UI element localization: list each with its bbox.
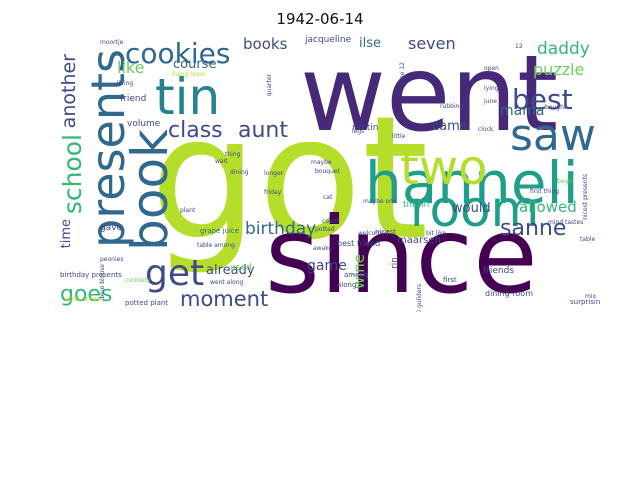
word-cloud-word: quarter: [266, 74, 273, 97]
word-cloud-word: used: [230, 263, 252, 273]
word-cloud-word: get: [145, 253, 205, 294]
word-cloud-word: nicest presents: [582, 174, 589, 220]
word-cloud-word: 12: [515, 43, 523, 50]
word-cloud-word: mama: [500, 103, 545, 119]
word-cloud-word: awake: [313, 245, 333, 252]
word-cloud-word: begin: [557, 178, 574, 185]
word-cloud-word: room: [410, 180, 540, 238]
word-cloud-word: rin: [390, 257, 400, 269]
word-cloud-word: grape juice: [200, 227, 240, 235]
word-cloud-word: june: [484, 98, 497, 105]
word-cloud-word: ilse: [359, 36, 381, 51]
word-cloud-word: nicest: [375, 228, 396, 236]
word-cloud-word: rubbing: [440, 103, 464, 110]
word-cloud-word: went along: [210, 279, 244, 286]
word-cloud-word: jacqueline: [305, 35, 352, 45]
word-cloud-word: cold cream: [65, 295, 104, 303]
word-cloud-word: legs: [352, 128, 365, 135]
word-cloud-word: open: [484, 65, 499, 72]
word-cloud-word: thing: [225, 151, 241, 158]
word-cloud-word: peonies: [100, 256, 124, 263]
word-cloud-word: puzzle: [533, 60, 585, 79]
word-cloud-word: books: [243, 35, 288, 53]
word-cloud-word: mind tastes: [548, 219, 584, 226]
word-cloud-word: count: [322, 218, 339, 225]
word-cloud-word: birthday presents: [60, 271, 122, 279]
word-cloud-word: among: [344, 271, 369, 279]
word-cloud-word: clock: [478, 126, 494, 133]
word-cloud-word: living room: [172, 71, 206, 78]
word-cloud-word: table among: [197, 242, 235, 249]
word-cloud-word: dining room: [485, 289, 533, 298]
word-cloud-word: game: [307, 258, 347, 274]
word-cloud-word: longer: [264, 170, 284, 177]
word-cloud-word: plant: [180, 207, 196, 214]
word-cloud-word: best friend: [337, 239, 381, 248]
word-cloud-word: time: [60, 219, 74, 249]
word-cloud-word: sanne: [500, 216, 567, 241]
word-cloud-word: went: [300, 34, 559, 155]
word-cloud-word: gave: [100, 223, 123, 233]
word-cloud-word: class: [168, 118, 223, 143]
word-cloud-word: came: [432, 119, 468, 134]
word-cloud-word: june 12: [399, 62, 406, 85]
word-cloud-word: volume: [127, 119, 161, 129]
word-cloud-word: bouquet: [315, 168, 340, 175]
word-cloud-word: along: [337, 281, 357, 289]
word-cloud-word: like: [117, 58, 145, 77]
word-cloud-word: first: [443, 276, 457, 284]
word-cloud-word: got: [150, 80, 429, 278]
word-cloud-word: goes: [60, 282, 113, 307]
word-cloud-word: table: [580, 236, 596, 243]
word-cloud-word: bought: [545, 104, 567, 111]
word-cloud-word: birthday: [245, 219, 317, 239]
word-cloud-word: tin tin: [403, 200, 430, 210]
word-cloud-word: allowed: [519, 198, 577, 216]
word-cloud-word: maarsen: [397, 235, 441, 246]
figure-title: 1942-06-14: [276, 10, 364, 28]
word-cloud-word: dining: [230, 169, 249, 176]
word-cloud-word: first thing: [530, 188, 560, 195]
word-cloud-word: welcomed: [358, 230, 389, 237]
word-cloud-word: daddy: [537, 39, 590, 59]
word-cloud-word: since: [265, 195, 538, 312]
word-cloud-word: presents: [81, 49, 135, 248]
word-cloud-word: aunt: [238, 118, 288, 143]
word-cloud-word: tin: [155, 68, 221, 126]
word-cloud-word: friends: [483, 266, 515, 276]
word-cloud-word: little: [392, 133, 406, 140]
word-cloud-word: rin tin: [352, 123, 379, 133]
word-cloud-word: surprising: [570, 298, 600, 306]
word-cloud-word: cookies: [125, 37, 231, 70]
word-cloud-word: seven: [408, 34, 456, 53]
word-cloud-word: 2.50 guilders: [416, 284, 423, 312]
word-cloud-word: course: [173, 57, 217, 72]
word-cloud-word: another: [60, 54, 80, 129]
word-cloud-word: two: [400, 140, 488, 196]
word-cloud-word: living: [117, 80, 134, 87]
word-cloud-word: potted plant: [125, 299, 169, 307]
word-cloud-word: friday: [264, 189, 282, 196]
word-cloud-word: already: [206, 263, 255, 278]
word-cloud-word: saw: [510, 110, 596, 161]
word-cloud-word: school: [60, 134, 87, 215]
word-cloud-word: best: [512, 83, 573, 116]
word-cloud-word: maybe one: [363, 198, 397, 205]
word-cloud-word: blue blouse: [99, 264, 106, 299]
word-cloud-word: moortje: [100, 39, 124, 46]
word-cloud-word: maybe: [311, 159, 332, 166]
word-cloud-word: friend: [120, 94, 147, 104]
word-cloud-word: lying: [484, 85, 499, 92]
word-cloud-word: moment: [180, 287, 269, 311]
word-cloud-word: mix: [585, 293, 597, 300]
word-cloud-word: potted: [315, 226, 335, 233]
word-cloud: went got since hanneli room book presents tin sa…: [60, 34, 600, 312]
word-cloud-word: would: [452, 201, 491, 216]
word-cloud-word: wait: [215, 158, 228, 165]
word-cloud-word: curiosity: [125, 277, 151, 284]
word-cloud-word: hanneli: [365, 149, 579, 217]
word-cloud-word: cat: [323, 194, 333, 201]
word-cloud-word: bit like: [426, 230, 447, 237]
